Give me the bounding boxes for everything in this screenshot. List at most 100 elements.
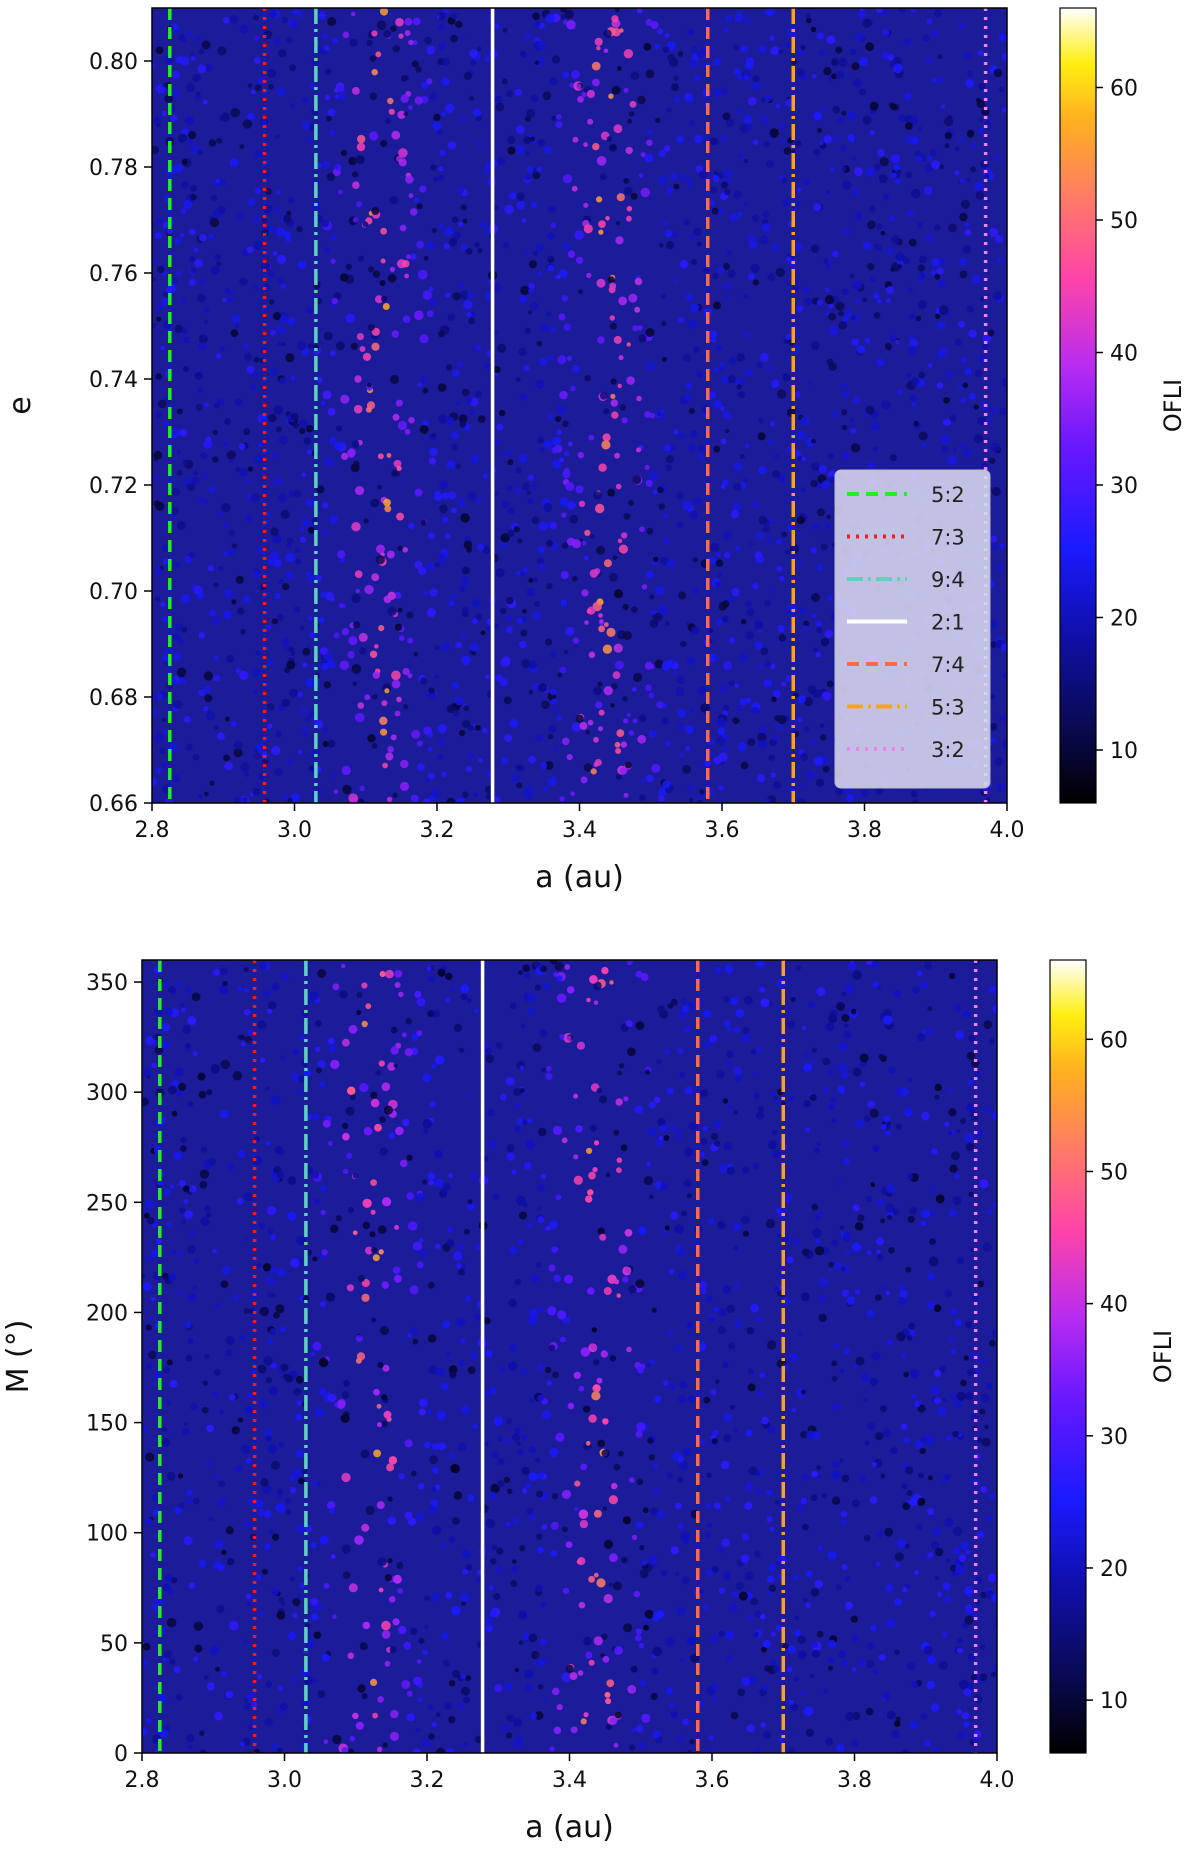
scatter-point: [669, 1124, 676, 1131]
scatter-point: [752, 501, 760, 509]
scatter-point: [563, 323, 571, 331]
scatter-point: [887, 54, 895, 61]
scatter-point: [733, 1244, 739, 1251]
scatter-point: [584, 529, 591, 537]
scatter-point: [434, 645, 440, 651]
scatter-point: [598, 726, 603, 732]
scatter-point: [275, 426, 282, 433]
scatter-point: [661, 320, 667, 327]
scatter-point: [797, 561, 802, 567]
scatter-point: [240, 1444, 251, 1454]
scatter-point: [467, 491, 477, 501]
scatter-point: [902, 257, 910, 265]
scatter-point: [217, 46, 227, 56]
scatter-point: [814, 1579, 824, 1589]
scatter-point: [549, 688, 557, 696]
scatter-point: [713, 400, 723, 409]
scatter-point: [562, 174, 573, 184]
scatter-point: [365, 1246, 373, 1255]
scatter-point: [835, 70, 845, 80]
scatter-point: [574, 1506, 579, 1512]
scatter-point: [652, 556, 659, 563]
scatter-point: [152, 145, 159, 155]
scatter-point: [202, 1380, 208, 1386]
scatter-point: [897, 8, 907, 13]
scatter-point: [348, 636, 358, 646]
scatter-point: [171, 1110, 178, 1117]
scatter-point: [429, 92, 438, 100]
scatter-point: [474, 241, 480, 248]
scatter-point: [166, 1617, 177, 1628]
scatter-point: [841, 1070, 849, 1078]
scatter-point: [594, 37, 603, 46]
scatter-point: [668, 1383, 676, 1391]
scatter-point: [312, 1677, 319, 1684]
scatter-point: [463, 705, 470, 712]
scatter-point: [854, 32, 864, 42]
scatter-point: [801, 1473, 810, 1481]
scatter-point: [825, 1737, 834, 1746]
scatter-point: [462, 218, 468, 224]
scatter-point: [634, 277, 643, 286]
scatter-point: [596, 196, 603, 203]
colorbar-tick-label: 30: [1110, 474, 1138, 499]
scatter-point: [155, 767, 162, 774]
scatter-point: [964, 222, 970, 228]
scatter-point: [583, 763, 593, 772]
scatter-point: [406, 254, 411, 259]
scatter-point: [245, 1594, 251, 1599]
scatter-point: [204, 63, 213, 72]
scatter-point: [263, 1509, 272, 1518]
scatter-point: [446, 704, 456, 714]
legend: 5:27:39:42:17:45:33:2: [834, 469, 991, 789]
scatter-point: [203, 473, 209, 479]
scatter-point: [666, 107, 672, 113]
scatter-point: [611, 15, 619, 23]
scatter-point: [192, 753, 200, 761]
scatter-point: [709, 330, 718, 338]
scatter-point: [462, 719, 471, 728]
scatter-point: [256, 651, 261, 656]
scatter-point: [736, 108, 743, 115]
scatter-point: [243, 1192, 253, 1202]
scatter-point: [869, 1108, 879, 1118]
scatter-point: [613, 335, 622, 344]
scatter-point: [532, 171, 541, 180]
scatter-point: [470, 397, 479, 407]
scatter-point: [619, 28, 624, 33]
scatter-point: [197, 149, 204, 156]
scatter-point: [197, 64, 207, 74]
scatter-point: [665, 240, 675, 250]
scatter-point: [847, 133, 855, 142]
scatter-point: [457, 1702, 465, 1710]
scatter-point: [858, 1475, 866, 1483]
scatter-point: [507, 529, 515, 537]
scatter-point: [512, 1433, 520, 1442]
legend-label: 5:3: [931, 696, 965, 720]
scatter-point: [769, 421, 776, 427]
scatter-point: [395, 17, 404, 27]
scatter-point: [448, 1680, 456, 1687]
scatter-point: [921, 1209, 930, 1218]
scatter-point: [906, 1490, 913, 1496]
scatter-point: [593, 491, 602, 500]
scatter-point: [909, 313, 915, 320]
scatter-point: [416, 1261, 424, 1269]
scatter-point: [689, 120, 696, 126]
scatter-point: [925, 56, 932, 63]
scatter-point: [607, 488, 616, 497]
scatter-point: [183, 200, 193, 210]
scatter-point: [297, 11, 304, 18]
scatter-point: [914, 1400, 921, 1407]
scatter-point: [441, 1382, 449, 1391]
scatter-point: [321, 1653, 330, 1662]
scatter-point: [352, 621, 361, 629]
scatter-point: [933, 9, 942, 18]
scatter-point: [470, 454, 480, 464]
scatter-point: [783, 338, 789, 344]
scatter-point: [595, 503, 605, 514]
scatter-point: [612, 555, 618, 560]
scatter-point: [611, 85, 621, 95]
scatter-point: [576, 83, 582, 89]
scatter-point: [737, 211, 743, 217]
